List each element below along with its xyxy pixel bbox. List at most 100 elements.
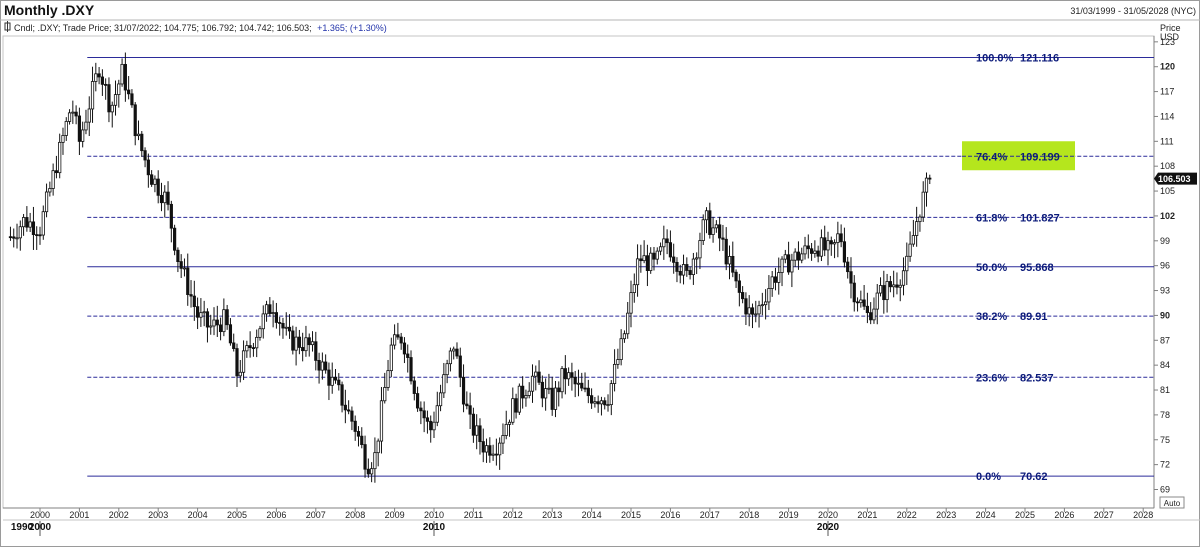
candle-body [714,224,718,229]
candle-body [718,224,722,239]
candle [251,342,256,357]
auto-scale-button[interactable] [1159,496,1185,509]
candle-body [360,435,364,445]
candle-body [823,237,827,251]
candle-body [386,370,390,388]
candle-body [586,387,590,397]
candle [317,352,321,384]
candle [823,225,827,257]
candle-body [97,73,101,78]
candle-body [153,178,157,185]
candle-body [892,284,896,288]
candle [54,155,59,179]
candle-body [21,217,26,228]
candle [918,214,922,232]
candle-body [865,305,870,314]
candle-body [622,333,627,340]
candle [809,242,814,261]
candle-body [35,234,39,237]
fib-pct-label: 38.2% [976,311,1007,323]
candle-body [593,401,597,404]
candle [127,76,131,100]
candle-body [307,337,311,346]
candle-body [251,347,256,349]
candle-body [199,312,203,318]
candle-body [921,191,925,218]
candle [619,329,623,366]
candle-body [780,258,784,273]
x-tick-label: 2011 [464,510,483,520]
axis-price-label: Price [1160,23,1181,33]
candle-body [787,254,791,273]
candle [760,292,764,316]
candle [553,380,558,418]
candle-body [399,336,403,344]
axis-currency-label: USD [1160,32,1180,42]
y-tick-label: 114 [1160,111,1174,121]
candle-body [767,288,771,303]
candle-body [609,383,613,406]
candle-body [317,360,321,371]
candle-body [366,468,370,475]
candle [461,364,466,413]
candle [61,127,65,155]
candle [419,401,423,425]
candle [330,362,334,394]
candle [84,109,88,135]
candle [534,365,538,391]
candle-body [15,237,19,240]
candle-body [77,115,81,142]
candle-body [287,326,292,332]
candle [757,300,761,328]
candle-body [301,347,305,352]
y-tick-label: 102 [1160,211,1175,221]
candle [855,297,860,312]
candle-body [567,372,571,380]
candle-body [94,73,98,82]
candle [586,379,590,404]
y-tick-label: 120 [1160,62,1175,72]
candle [146,153,150,188]
candle-body [415,393,420,409]
candle [222,298,226,337]
candle [51,163,55,196]
candle [113,80,118,116]
x-tick-label: 2018 [739,510,759,520]
candle [100,69,104,96]
x-tick-label: 2001 [69,510,89,520]
candle-body [370,468,374,475]
fib-value-label: 95.868 [1020,262,1054,274]
candle [612,349,617,392]
candle-body [832,242,837,245]
candle [704,207,709,234]
candle-body [146,159,150,176]
candle [524,389,528,407]
fib-retracement[interactable]: 100.0% 121.116 76.4% 109.199 61.8% 101.827 50.… [87,52,1154,483]
candle [688,266,692,280]
candle [18,220,22,251]
candle [859,290,863,308]
candle [593,396,597,408]
candle [209,314,213,335]
candle [278,316,282,336]
candle [658,242,663,256]
candle [140,131,144,157]
candle-body [25,217,29,228]
candle [576,369,581,397]
candle [501,423,505,455]
candle [274,302,279,329]
candle [498,437,502,470]
candle-body [173,227,177,251]
candle-body [140,133,144,152]
candle-body [396,334,400,338]
candle-body [159,194,164,204]
last-price-label: 106.503 [1158,174,1191,184]
candle [409,350,413,385]
candle [58,133,62,179]
candle [173,224,177,256]
candle-body [606,404,610,407]
candle-body [71,111,75,114]
candle-body [258,328,262,338]
candle [714,220,718,233]
